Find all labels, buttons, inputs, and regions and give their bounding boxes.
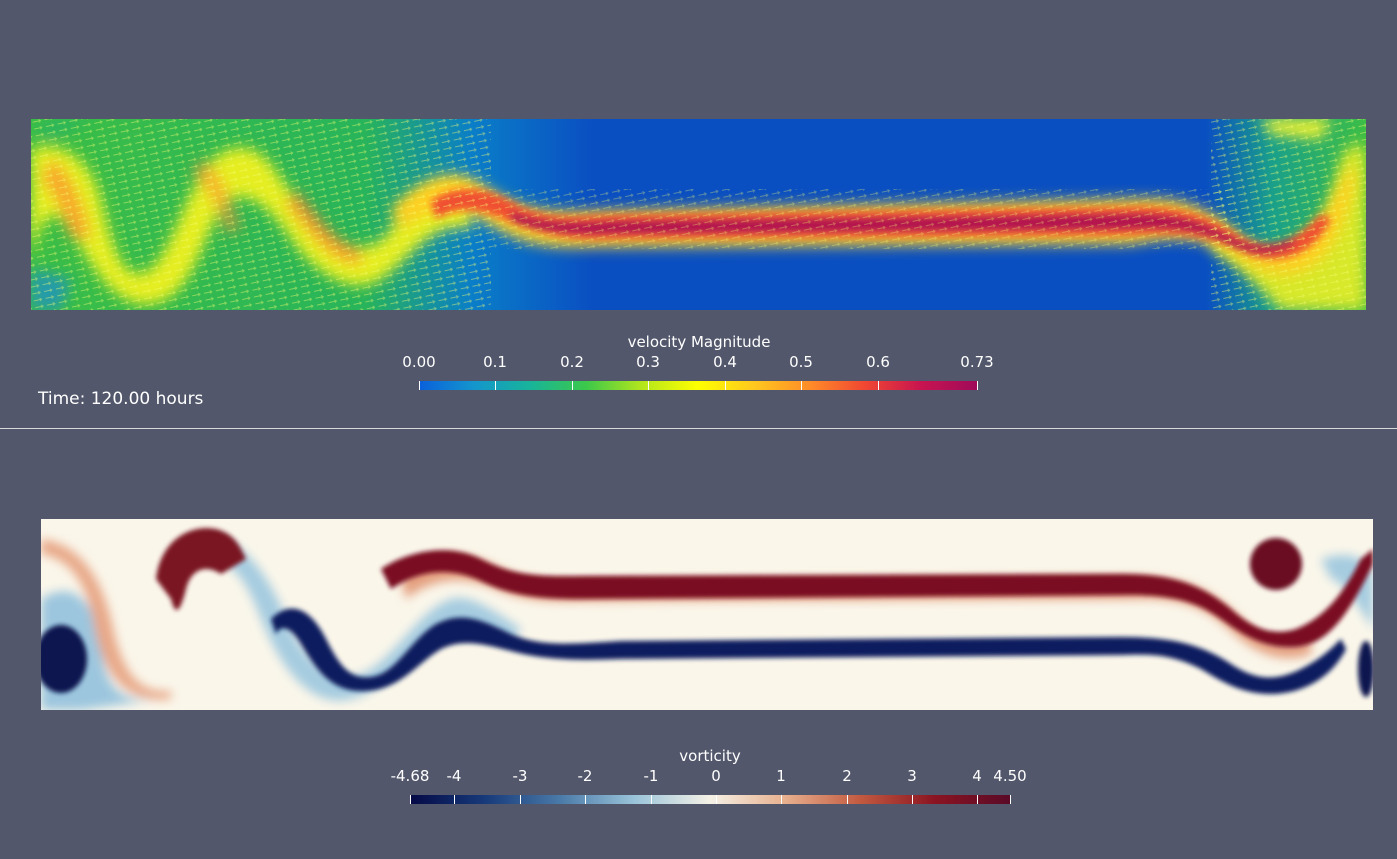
velocity-magnitude-field: [31, 119, 1366, 310]
velocity-tick-label: 0.00: [402, 353, 436, 371]
vorticity-tick-mark: [781, 795, 782, 804]
vorticity-tick-mark: [454, 795, 455, 804]
vorticity-tick-label: 3: [907, 767, 917, 785]
vorticity-tick-mark: [651, 795, 652, 804]
velocity-tick-mark: [495, 381, 496, 390]
velocity-tick-label: 0.6: [866, 353, 890, 371]
vorticity-tick-label: 0: [711, 767, 721, 785]
vorticity-tick-label: 4.50: [993, 767, 1027, 785]
velocity-tick-label: 0.4: [713, 353, 737, 371]
vorticity-tick-mark: [410, 795, 411, 804]
vorticity-tick-mark: [585, 795, 586, 804]
velocity-tick-label: 0.3: [636, 353, 660, 371]
vorticity-tick-label: 1: [776, 767, 786, 785]
velocity-render-view[interactable]: velocity Magnitude Time: 120.00 hours 0.…: [0, 0, 1397, 428]
velocity-tick-label: 0.2: [560, 353, 584, 371]
vorticity-colorbar-title: vorticity: [679, 747, 741, 765]
vorticity-tick-label: -4.68: [390, 767, 430, 785]
velocity-tick-label: 0.1: [483, 353, 507, 371]
vorticity-tick-mark: [977, 795, 978, 804]
vorticity-render-view[interactable]: vorticity -4.68 -4 -3 -2 -1 0 1 2 3 4 4.50: [0, 430, 1397, 859]
velocity-tick-mark: [878, 381, 879, 390]
vorticity-colorbar-gradient: [410, 795, 1010, 804]
velocity-tick-mark: [419, 381, 420, 390]
vorticity-tick-mark: [912, 795, 913, 804]
velocity-colorbar-gradient: [419, 381, 977, 390]
velocity-tick-mark: [648, 381, 649, 390]
view-divider[interactable]: [0, 428, 1397, 429]
velocity-tick-mark: [801, 381, 802, 390]
velocity-tick-mark: [725, 381, 726, 390]
vorticity-tick-label: -2: [577, 767, 593, 785]
vorticity-tick-mark: [716, 795, 717, 804]
time-annotation: Time: 120.00 hours: [38, 389, 204, 409]
vorticity-tick-mark: [847, 795, 848, 804]
vorticity-tick-label: -3: [512, 767, 528, 785]
vorticity-field: [41, 519, 1373, 710]
vorticity-tick-mark: [520, 795, 521, 804]
velocity-tick-mark: [977, 381, 978, 390]
velocity-tick-mark: [572, 381, 573, 390]
vorticity-tick-label: 2: [842, 767, 852, 785]
velocity-colorbar-title: velocity Magnitude: [627, 333, 771, 351]
vorticity-tick-label: -1: [643, 767, 659, 785]
vorticity-tick-mark: [1010, 795, 1011, 804]
vorticity-tick-label: -4: [446, 767, 462, 785]
velocity-tick-label: 0.73: [960, 353, 994, 371]
velocity-tick-label: 0.5: [789, 353, 813, 371]
vorticity-tick-label: 4: [972, 767, 982, 785]
